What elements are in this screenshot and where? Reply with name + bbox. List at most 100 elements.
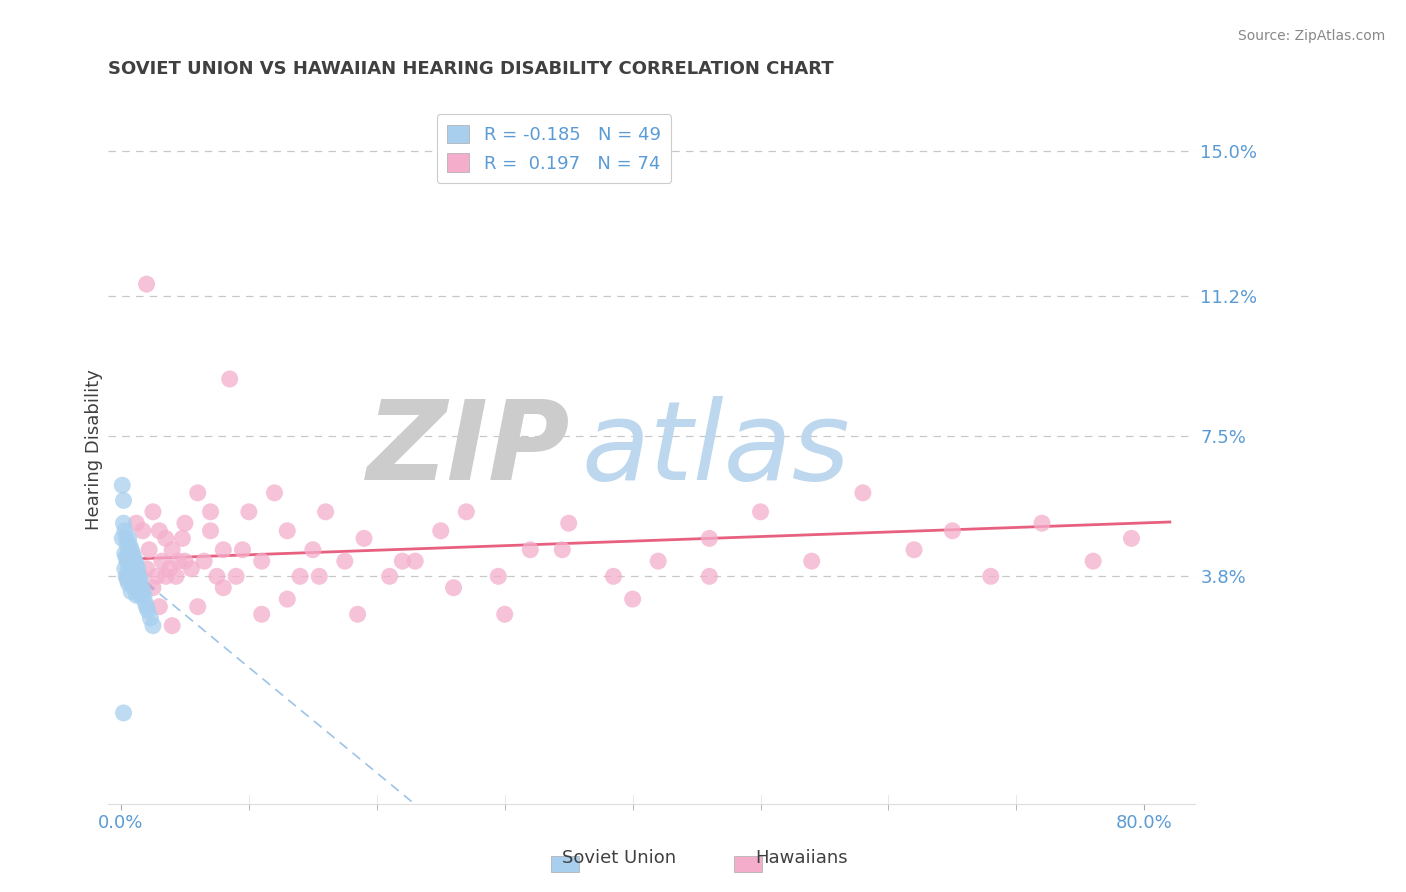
Point	[200, 505, 222, 519]
Point	[121, 577, 143, 591]
Point	[132, 524, 155, 538]
Point	[699, 569, 721, 583]
Point	[800, 554, 823, 568]
Point	[980, 569, 1002, 583]
Point	[125, 573, 148, 587]
Text: Soviet Union: Soviet Union	[561, 848, 676, 866]
Point	[250, 554, 273, 568]
Point	[391, 554, 413, 568]
Legend: R = -0.185   N = 49, R =  0.197   N = 74: R = -0.185 N = 49, R = 0.197 N = 74	[437, 114, 671, 184]
Point	[263, 486, 285, 500]
Point	[125, 588, 148, 602]
Point	[114, 562, 136, 576]
Point	[135, 277, 157, 292]
Point	[114, 547, 136, 561]
Point	[127, 577, 149, 591]
Point	[155, 569, 177, 583]
Point	[172, 532, 194, 546]
Point	[288, 569, 311, 583]
Point	[125, 516, 148, 531]
Point	[378, 569, 401, 583]
Point	[121, 547, 143, 561]
Point	[117, 539, 139, 553]
Point	[404, 554, 426, 568]
Point	[1081, 554, 1104, 568]
Point	[138, 542, 160, 557]
Point	[122, 581, 145, 595]
Point	[115, 569, 138, 583]
Point	[150, 554, 173, 568]
Point	[486, 569, 509, 583]
Point	[160, 618, 183, 632]
Point	[315, 505, 337, 519]
Y-axis label: Hearing Disability: Hearing Disability	[86, 368, 103, 530]
Point	[117, 569, 139, 583]
Point	[308, 569, 330, 583]
Point	[1031, 516, 1053, 531]
Point	[146, 569, 169, 583]
Point	[136, 603, 159, 617]
Point	[148, 524, 170, 538]
Point	[852, 486, 875, 500]
Point	[200, 524, 222, 538]
Point	[117, 573, 139, 587]
Point	[212, 581, 235, 595]
Point	[132, 588, 155, 602]
Point	[135, 562, 157, 576]
Point	[118, 562, 141, 576]
Point	[456, 505, 478, 519]
Point	[122, 550, 145, 565]
Point	[120, 569, 142, 583]
Point	[129, 588, 152, 602]
Point	[333, 554, 356, 568]
Point	[131, 581, 153, 595]
Point	[238, 505, 260, 519]
Point	[557, 516, 579, 531]
Point	[112, 706, 135, 720]
Point	[621, 592, 644, 607]
Point	[160, 542, 183, 557]
Point	[128, 569, 150, 583]
Point	[111, 532, 134, 546]
Point	[118, 539, 141, 553]
Text: ZIP: ZIP	[367, 396, 571, 503]
Point	[132, 584, 155, 599]
Point	[118, 532, 141, 546]
Point	[187, 486, 209, 500]
Point	[276, 592, 298, 607]
Point	[1121, 532, 1143, 546]
Point	[148, 599, 170, 614]
Point	[647, 554, 669, 568]
Point	[120, 584, 142, 599]
Point	[129, 573, 152, 587]
Point	[519, 542, 541, 557]
Point	[135, 599, 157, 614]
Point	[494, 607, 516, 622]
Point	[114, 524, 136, 538]
Point	[159, 562, 181, 576]
Point	[112, 516, 135, 531]
Point	[121, 562, 143, 576]
Point	[122, 554, 145, 568]
Point	[443, 581, 465, 595]
Point	[142, 618, 165, 632]
Point	[941, 524, 963, 538]
Point	[225, 569, 247, 583]
Point	[187, 599, 209, 614]
Point	[118, 569, 141, 583]
Point	[142, 581, 165, 595]
Point	[124, 569, 146, 583]
Point	[174, 516, 197, 531]
Point	[551, 542, 574, 557]
Text: Source: ZipAtlas.com: Source: ZipAtlas.com	[1237, 29, 1385, 43]
Point	[276, 524, 298, 538]
Point	[903, 542, 925, 557]
Point	[129, 569, 152, 583]
Point	[124, 554, 146, 568]
Point	[212, 542, 235, 557]
Text: Hawaiians: Hawaiians	[755, 848, 848, 866]
Point	[749, 505, 772, 519]
Point	[346, 607, 368, 622]
Point	[122, 566, 145, 580]
Text: atlas: atlas	[581, 396, 849, 503]
